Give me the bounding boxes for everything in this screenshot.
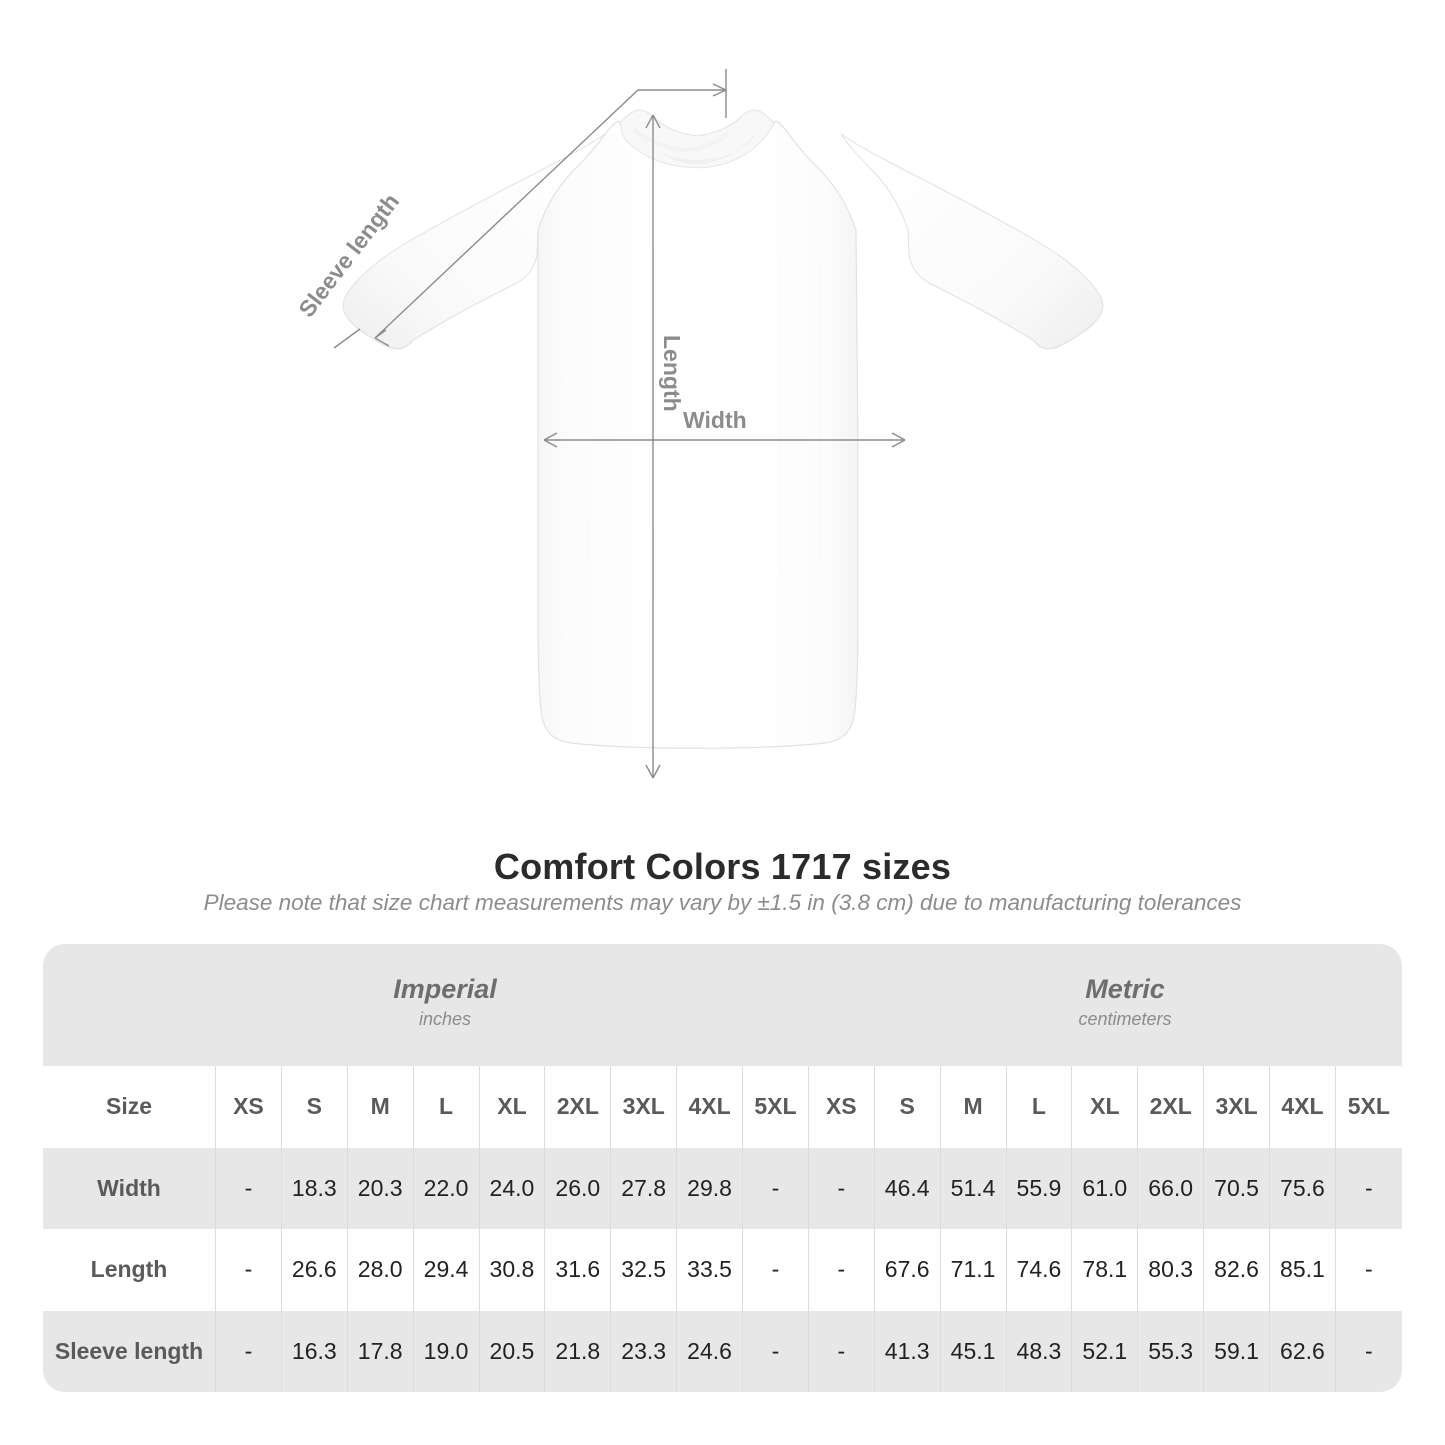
svg-text:Length: Length [659,335,685,412]
svg-text:Width: Width [683,407,747,433]
